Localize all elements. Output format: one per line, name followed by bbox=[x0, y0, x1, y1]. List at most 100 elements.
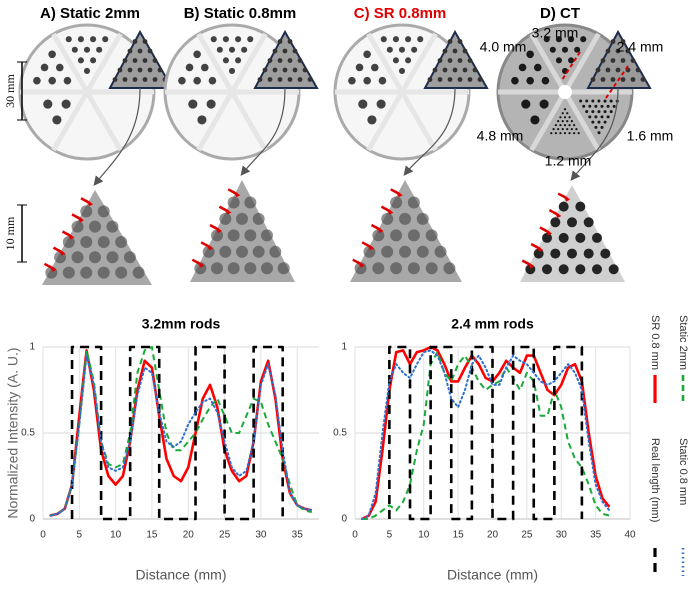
rod bbox=[561, 46, 569, 53]
zoom-rod bbox=[252, 245, 265, 258]
rod bbox=[543, 36, 550, 43]
rod bbox=[216, 46, 223, 53]
ct-annotation: 4.8 mm bbox=[477, 128, 524, 144]
red-arrow-head bbox=[545, 228, 552, 236]
sector-divider bbox=[366, 90, 405, 152]
rod bbox=[52, 115, 62, 125]
red-arrow-head bbox=[215, 226, 222, 233]
rod bbox=[477, 77, 483, 82]
x-tick-label: 30 bbox=[255, 530, 267, 541]
rod bbox=[594, 104, 598, 108]
rod bbox=[241, 46, 248, 53]
zoom-triangle bbox=[190, 180, 295, 282]
sector-divider bbox=[562, 32, 601, 94]
rod bbox=[43, 99, 53, 109]
rod bbox=[541, 76, 550, 85]
ct-annotation: 2.4 mm bbox=[617, 39, 664, 55]
zoom-rod bbox=[592, 232, 602, 243]
rod bbox=[588, 115, 592, 119]
rod bbox=[392, 57, 399, 64]
red-arrow-head bbox=[554, 211, 562, 219]
red-arrow-head bbox=[386, 207, 394, 215]
rod bbox=[287, 58, 293, 63]
rod bbox=[206, 99, 216, 109]
rod bbox=[467, 77, 473, 82]
rod bbox=[142, 77, 148, 82]
rod bbox=[620, 58, 626, 63]
rod bbox=[142, 39, 148, 44]
rod bbox=[597, 110, 601, 114]
rod bbox=[405, 57, 412, 64]
legend-label: Static 2mm bbox=[677, 315, 689, 370]
zoom-rod bbox=[89, 251, 101, 264]
rod bbox=[566, 120, 569, 123]
rod bbox=[432, 67, 438, 73]
rod bbox=[33, 76, 41, 85]
zoom-rod bbox=[211, 229, 223, 242]
rod bbox=[292, 67, 298, 73]
rod bbox=[568, 116, 571, 119]
rod bbox=[561, 127, 564, 131]
red-arrow-head bbox=[49, 264, 57, 272]
x-tick-label: 20 bbox=[183, 530, 195, 541]
zoom-rod bbox=[416, 212, 429, 225]
rod bbox=[370, 63, 379, 72]
zoom-rod bbox=[62, 266, 75, 279]
zoom-rod bbox=[533, 248, 544, 259]
rod bbox=[398, 67, 406, 74]
rod bbox=[467, 58, 473, 63]
rod bbox=[566, 112, 569, 115]
zoom-rod bbox=[97, 235, 110, 248]
sector-divider bbox=[399, 32, 438, 94]
zoom-rod bbox=[219, 245, 232, 258]
x-tick-label: 20 bbox=[487, 530, 499, 541]
sector-divider bbox=[51, 32, 90, 94]
rod bbox=[625, 48, 631, 54]
y-tick-label: 0.5 bbox=[21, 428, 35, 439]
zoom-rod bbox=[106, 251, 119, 264]
zoom-rod bbox=[558, 201, 569, 212]
rod bbox=[518, 63, 527, 72]
series-line bbox=[50, 346, 312, 517]
rod bbox=[210, 36, 217, 43]
zoom-rod bbox=[123, 251, 136, 264]
zoom-triangle bbox=[520, 185, 625, 282]
rod bbox=[605, 48, 611, 54]
rod bbox=[282, 48, 288, 54]
rod bbox=[380, 36, 387, 43]
rod bbox=[615, 67, 621, 73]
rod bbox=[559, 116, 562, 119]
zoom-rod bbox=[372, 262, 385, 275]
series-line bbox=[361, 351, 610, 520]
rod bbox=[575, 127, 578, 131]
rod bbox=[462, 48, 468, 54]
scale-bar-label: 10 mm bbox=[3, 216, 17, 250]
zoom-rod bbox=[608, 264, 619, 275]
rod bbox=[582, 104, 586, 108]
rod bbox=[363, 50, 371, 59]
rod bbox=[48, 76, 56, 85]
rod bbox=[452, 48, 458, 54]
rod bbox=[398, 46, 406, 53]
y-tick-label: 0.5 bbox=[333, 428, 347, 439]
zoom-rod bbox=[381, 245, 394, 258]
panel-label: A) Static 2mm bbox=[40, 5, 140, 22]
rod bbox=[411, 46, 418, 53]
rod bbox=[568, 124, 571, 127]
rod bbox=[277, 58, 283, 63]
rod bbox=[549, 46, 556, 53]
rod bbox=[563, 131, 567, 135]
rod bbox=[427, 77, 433, 82]
rod bbox=[597, 131, 601, 135]
rod bbox=[137, 48, 143, 54]
scale-bar-label: 30 mm bbox=[3, 74, 17, 108]
rod bbox=[561, 120, 564, 123]
red-arrow-head bbox=[58, 248, 66, 256]
zoom-rod bbox=[575, 232, 586, 243]
zoom-rod bbox=[261, 229, 273, 242]
series-line bbox=[388, 345, 584, 521]
zoom-rod bbox=[550, 248, 561, 259]
rod bbox=[590, 77, 596, 82]
rod bbox=[557, 120, 560, 123]
rod bbox=[563, 124, 567, 127]
